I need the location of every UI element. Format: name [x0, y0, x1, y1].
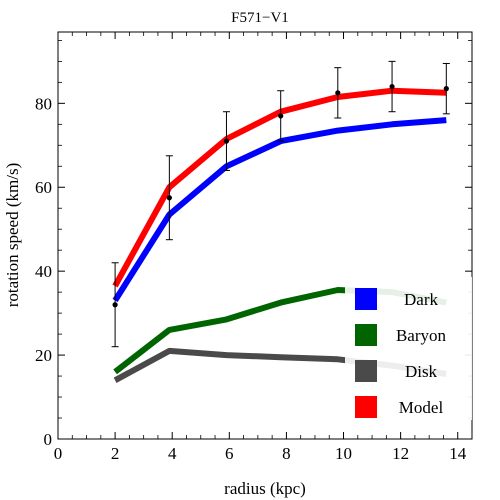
y-tick-label: 40: [35, 262, 52, 281]
x-tick-label: 10: [335, 444, 352, 463]
x-tick-label: 8: [282, 444, 291, 463]
legend-swatch-dark: [355, 288, 377, 310]
plot-frame: [57, 31, 473, 440]
legend: Dark Baryon Disk Model: [345, 277, 472, 420]
y-tick-label: 80: [35, 94, 52, 113]
legend-swatch-model: [355, 396, 377, 418]
x-tick-label: 12: [392, 444, 409, 463]
x-tick-label: 2: [111, 444, 120, 463]
series-line-dark: [112, 117, 447, 303]
legend-label-model: Model: [399, 398, 444, 417]
chart-title: F571−V1: [231, 10, 289, 26]
legend-swatch-disk: [355, 360, 377, 382]
y-axis-label: rotation speed (km/s): [3, 163, 22, 307]
data-point: [223, 138, 230, 144]
x-axis-label: radius (kpc): [224, 479, 306, 498]
legend-label-baryon: Baryon: [396, 326, 447, 345]
data-point: [443, 86, 449, 92]
data-point: [166, 195, 172, 201]
x-tick-label: 4: [168, 444, 177, 463]
y-tick-label: 60: [35, 178, 52, 197]
data-point: [278, 113, 284, 119]
legend-label-dark: Dark: [404, 290, 438, 309]
legend-label-disk: Disk: [405, 362, 438, 381]
legend-swatch-baryon: [355, 324, 377, 346]
y-axis: 0 20 40 60 80: [35, 39, 472, 449]
x-tick-label: 0: [54, 444, 63, 463]
x-tick-label: 14: [449, 444, 467, 463]
data-point: [112, 302, 118, 308]
data-point: [335, 90, 341, 96]
data-point: [389, 83, 395, 90]
x-tick-label: 6: [225, 444, 234, 463]
x-axis: 0 2 4 6 8 10 12 14: [54, 32, 467, 463]
y-tick-label: 0: [44, 430, 53, 449]
observed-data: [111, 60, 450, 348]
y-tick-label: 20: [35, 346, 52, 365]
